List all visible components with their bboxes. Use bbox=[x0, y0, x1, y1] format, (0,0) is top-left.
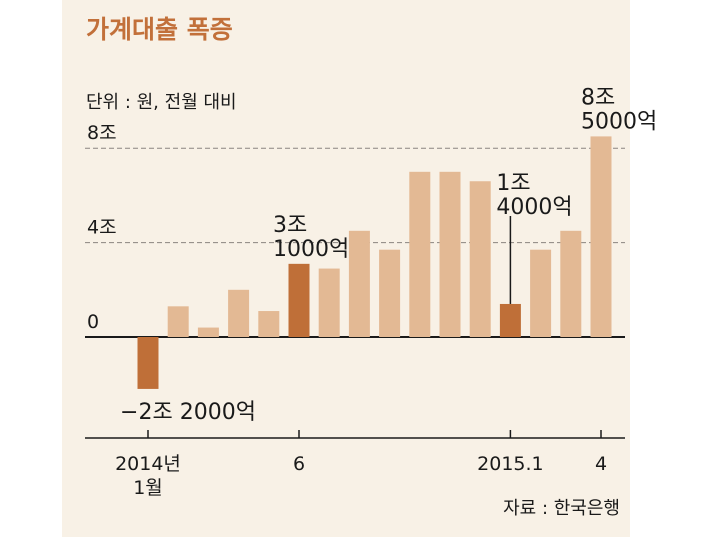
bar bbox=[228, 289, 250, 337]
unit-note: 단위 : 원, 전월 대비 bbox=[86, 92, 237, 113]
bar bbox=[197, 327, 219, 337]
data-label: 3조 bbox=[273, 213, 307, 238]
bar bbox=[258, 311, 280, 337]
chart-title: 가계대출 폭증 bbox=[86, 15, 233, 44]
y-tick-label: 8조 bbox=[87, 122, 117, 144]
bar bbox=[137, 337, 159, 389]
data-label: 5000억 bbox=[581, 109, 657, 134]
bar bbox=[318, 268, 340, 337]
data-label: 8조 bbox=[581, 85, 615, 110]
bar bbox=[409, 171, 431, 337]
data-label: 1000억 bbox=[273, 237, 349, 262]
x-tick-label: 2014년 bbox=[115, 453, 181, 475]
x-tick-label: 2015.1 bbox=[477, 453, 543, 475]
bar bbox=[499, 303, 521, 337]
bar bbox=[530, 249, 552, 337]
bar bbox=[560, 230, 582, 337]
bars bbox=[137, 136, 612, 389]
bar bbox=[348, 230, 370, 337]
y-tick-label: 4조 bbox=[87, 217, 117, 239]
data-label: 1조 bbox=[496, 171, 530, 196]
bar bbox=[590, 136, 612, 337]
data-label: −2조 2000억 bbox=[120, 400, 256, 425]
source-note: 자료 : 한국은행 bbox=[503, 498, 620, 519]
data-label: 4000억 bbox=[496, 195, 572, 220]
bar bbox=[469, 181, 491, 337]
x-tick-label: 1월 bbox=[133, 477, 163, 499]
bar bbox=[379, 249, 401, 337]
bar bbox=[288, 263, 310, 337]
x-tick-label: 6 bbox=[293, 453, 305, 475]
bar bbox=[167, 306, 189, 337]
x-tick-label: 4 bbox=[595, 453, 607, 475]
bar bbox=[439, 171, 461, 337]
y-tick-label: 0 bbox=[87, 311, 99, 333]
